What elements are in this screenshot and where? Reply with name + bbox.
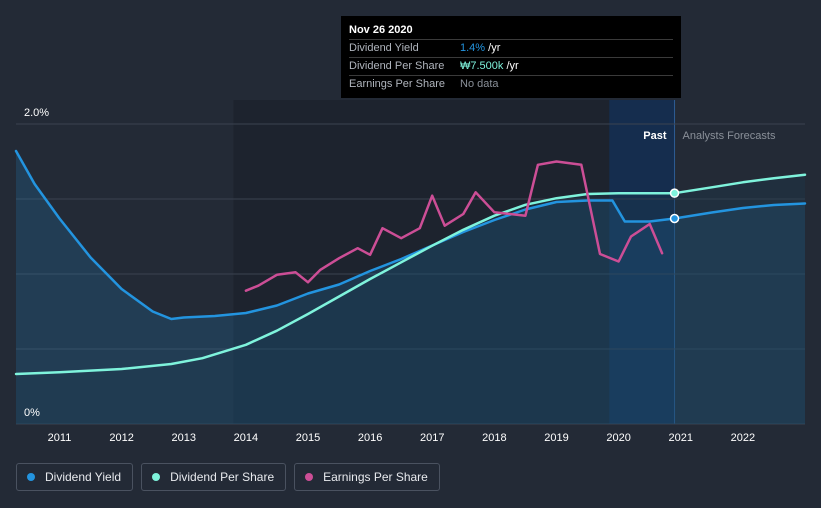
x-tick-label: 2016	[358, 432, 382, 444]
tooltip-value: 1.4%	[460, 42, 486, 54]
hover-band	[609, 100, 675, 424]
legend-dot-icon	[152, 473, 161, 481]
tooltip-value: ₩7.500k	[460, 60, 504, 72]
past-label: Past	[643, 130, 667, 142]
tooltip: Nov 26 2020 Dividend Yield 1.4% /yr Divi…	[341, 16, 681, 98]
tooltip-row-earnings-per-share: Earnings Per Share No data	[349, 75, 673, 93]
tooltip-label: Dividend Yield	[349, 42, 419, 54]
x-tick-label: 2017	[420, 432, 444, 444]
y-tick-label: 2.0%	[24, 107, 49, 119]
x-tick-label: 2020	[606, 432, 630, 444]
legend-label: Dividend Per Share	[170, 470, 275, 484]
legend-item-dividend-per-share[interactable]: Dividend Per Share	[141, 463, 287, 491]
tooltip-date: Nov 26 2020	[349, 24, 413, 36]
tooltip-suffix: /yr	[503, 60, 519, 72]
x-tick-label: 2018	[482, 432, 506, 444]
x-tick-label: 2015	[296, 432, 320, 444]
dividend-per-share-line	[14, 173, 807, 376]
legend-dot-icon	[305, 473, 314, 481]
y-tick-label: 0%	[24, 407, 40, 419]
tooltip-suffix: /yr	[485, 42, 501, 54]
dividend-yield-line	[14, 149, 807, 321]
tooltip-label: Earnings Per Share	[349, 78, 445, 90]
dividend-per-share-marker	[669, 188, 680, 198]
legend-item-dividend-yield[interactable]: Dividend Yield	[16, 463, 134, 491]
legend-dot-icon	[27, 473, 35, 481]
earnings-per-share-line	[244, 160, 664, 292]
x-tick-label: 2021	[669, 432, 693, 444]
past-region	[233, 100, 675, 424]
legend-label: Earnings Per Share	[323, 470, 428, 484]
dividend-yield-marker	[669, 213, 680, 224]
tooltip-label: Dividend Per Share	[349, 60, 445, 72]
x-tick-label: 2022	[731, 432, 755, 444]
forecast-label: Analysts Forecasts	[683, 130, 776, 142]
legend-item-earnings-per-share[interactable]: Earnings Per Share	[294, 463, 440, 491]
tooltip-row-dividend-per-share: Dividend Per Share ₩7.500k /yr	[349, 57, 673, 75]
x-tick-label: 2019	[544, 432, 568, 444]
x-tick-label: 2014	[234, 432, 258, 444]
x-tick-label: 2012	[109, 432, 133, 444]
tooltip-value: No data	[460, 78, 499, 90]
legend: Dividend Yield Dividend Per Share Earnin…	[16, 463, 448, 491]
x-tick-label: 2011	[48, 432, 72, 444]
x-tick-label: 2013	[171, 432, 195, 444]
legend-label: Dividend Yield	[45, 470, 122, 484]
dividend-per-share-area	[16, 174, 805, 424]
tooltip-row-dividend-yield: Dividend Yield 1.4% /yr	[349, 39, 673, 57]
